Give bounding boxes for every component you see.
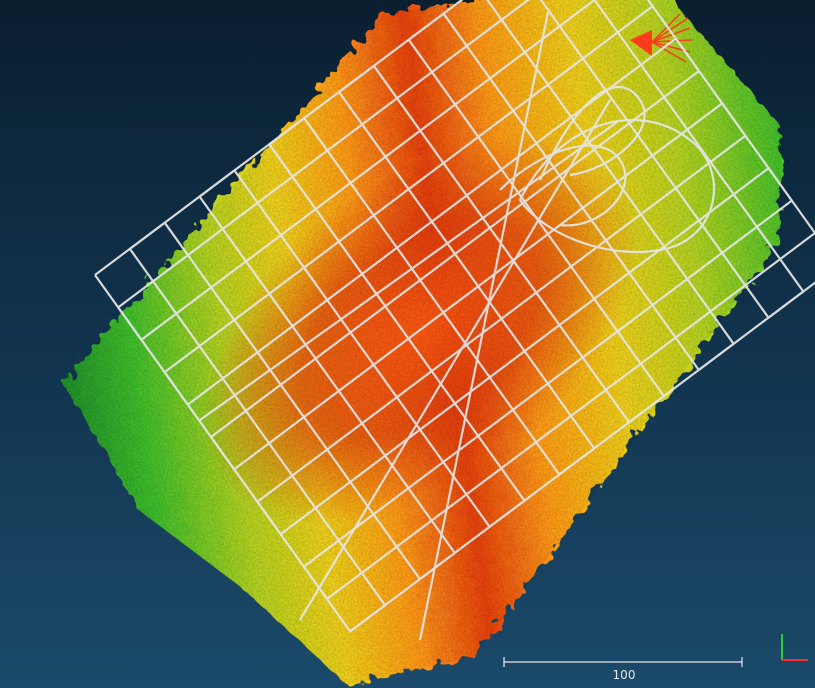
axis-gizmo-icon[interactable] bbox=[770, 628, 810, 668]
flight-line bbox=[418, 11, 550, 641]
point-cloud bbox=[62, 0, 783, 685]
flight-line bbox=[94, 0, 815, 633]
flight-line bbox=[199, 119, 621, 421]
point-cloud-texture bbox=[62, 0, 783, 685]
flight-line bbox=[538, 85, 646, 181]
flight-line bbox=[499, 144, 627, 227]
scale-bar bbox=[503, 657, 743, 667]
scale-bar-label: 100 bbox=[612, 668, 636, 682]
flight-line bbox=[299, 99, 611, 621]
flight-line bbox=[518, 118, 715, 254]
flight-path bbox=[94, 0, 815, 641]
